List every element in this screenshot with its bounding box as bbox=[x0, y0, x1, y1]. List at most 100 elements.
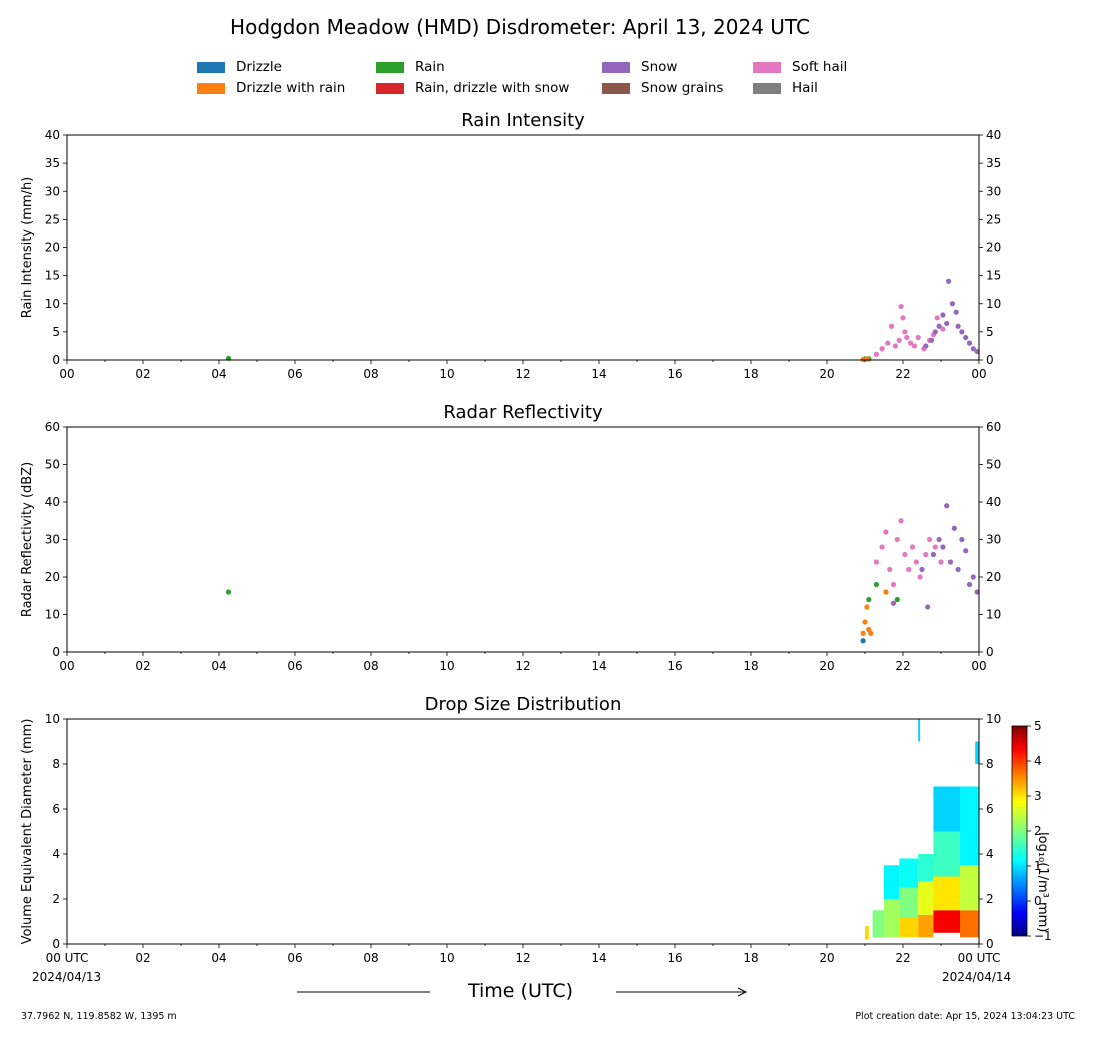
data-point bbox=[860, 630, 866, 636]
legend-label: Drizzle with rain bbox=[236, 80, 346, 96]
y-tick-label-right: 25 bbox=[986, 212, 1001, 226]
y-tick-label-right: 50 bbox=[986, 458, 1001, 472]
data-point bbox=[955, 323, 961, 329]
y-tick-label-right: 4 bbox=[986, 847, 994, 861]
x-tick-label: 00 bbox=[59, 659, 74, 673]
data-point bbox=[862, 619, 868, 625]
plot-data bbox=[865, 719, 979, 940]
x-tick-label: 08 bbox=[363, 951, 378, 965]
data-point bbox=[944, 503, 950, 509]
y-tick-label-right: 60 bbox=[986, 420, 1001, 434]
legend-swatch-snow bbox=[602, 61, 630, 73]
legend-label: Rain bbox=[415, 59, 445, 75]
heatmap-cell bbox=[918, 914, 934, 938]
data-point bbox=[906, 566, 912, 573]
x-tick-label: 12 bbox=[515, 367, 530, 381]
data-point bbox=[927, 536, 933, 543]
data-point bbox=[949, 301, 956, 307]
legend-item-hail: Hail bbox=[753, 80, 818, 96]
y-tick-label: 2 bbox=[52, 892, 60, 906]
axes-frame bbox=[66, 426, 980, 653]
y-tick-label: 50 bbox=[45, 458, 60, 472]
x-tick-label: 16 bbox=[667, 367, 682, 381]
y-tick-label: 0 bbox=[52, 353, 60, 367]
x-axis-label: Time (UTC) bbox=[468, 980, 574, 1002]
legend-label: Drizzle bbox=[236, 59, 282, 75]
colorbar-tick-label: 4 bbox=[1034, 754, 1042, 768]
y-tick-label: 8 bbox=[52, 757, 60, 771]
legend-swatch-snow-grains bbox=[602, 82, 630, 94]
heatmap-cell bbox=[918, 854, 934, 881]
y-axis-label: Rain Intensity (mm/h) bbox=[20, 177, 35, 319]
heatmap-cell bbox=[918, 719, 921, 742]
y-tick-label-right: 2 bbox=[986, 892, 994, 906]
y-tick-label: 15 bbox=[45, 269, 60, 283]
y-tick-label-right: 30 bbox=[986, 184, 1001, 198]
data-point bbox=[873, 581, 880, 588]
y-tick-label-right: 0 bbox=[986, 645, 994, 659]
data-point bbox=[928, 337, 935, 343]
x-tick-label: 20 bbox=[819, 367, 834, 381]
time-arrows bbox=[297, 987, 748, 997]
heatmap-cell bbox=[933, 786, 960, 832]
x-tick-label: 10 bbox=[439, 659, 454, 673]
data-point bbox=[959, 536, 965, 543]
data-point bbox=[930, 551, 937, 558]
data-point bbox=[966, 340, 973, 346]
heatmap-cell bbox=[899, 887, 919, 917]
legend-label: Hail bbox=[792, 80, 818, 96]
colorbar: 5 4 3 2 1 0 −1 bbox=[1011, 719, 1052, 943]
x-tick-label: 00 UTC bbox=[46, 951, 89, 965]
x-tick-label: 08 bbox=[363, 367, 378, 381]
data-point bbox=[890, 600, 897, 606]
x-tick-label: 06 bbox=[287, 659, 302, 673]
y-tick-label-right: 20 bbox=[986, 241, 1001, 255]
x-tick-label: 22 bbox=[895, 951, 910, 965]
x-tick-label: 22 bbox=[895, 659, 910, 673]
y-tick-label: 30 bbox=[45, 184, 60, 198]
x-tick-label: 16 bbox=[667, 951, 682, 965]
x-tick-label: 00 UTC bbox=[958, 951, 1001, 965]
data-point bbox=[890, 581, 897, 588]
station-coordinates: 37.7962 N, 119.8582 W, 1395 m bbox=[21, 1011, 177, 1022]
y-tick-label-right: 15 bbox=[986, 269, 1001, 283]
data-point bbox=[868, 630, 874, 636]
data-point bbox=[887, 566, 893, 573]
y-tick-label: 20 bbox=[45, 570, 60, 584]
legend-label: Soft hail bbox=[792, 59, 848, 75]
x-tick-label: 14 bbox=[591, 659, 606, 673]
data-point bbox=[955, 566, 961, 573]
heatmap-cell bbox=[872, 910, 884, 938]
x-tick-label: 00 bbox=[59, 367, 74, 381]
x-tick-label: 12 bbox=[515, 659, 530, 673]
legend: Drizzle Drizzle with rain Rain Rain, dri… bbox=[190, 57, 890, 101]
data-point bbox=[883, 589, 889, 595]
y-tick-label-right: 6 bbox=[986, 802, 994, 816]
panel-2: Radar Reflectivity Radar Reflectivity (dB… bbox=[20, 402, 1001, 673]
data-point bbox=[974, 589, 980, 595]
heatmap-cell bbox=[918, 881, 934, 915]
data-point bbox=[963, 334, 969, 341]
y-tick-label-right: 20 bbox=[986, 570, 1001, 584]
data-point bbox=[940, 326, 946, 332]
y-axis-label: Volume Equivalent Diameter (mm) bbox=[20, 719, 35, 945]
data-point bbox=[917, 574, 923, 580]
heatmap-cell bbox=[960, 786, 979, 866]
data-point bbox=[913, 559, 919, 565]
x-tick-label: 02 bbox=[135, 659, 150, 673]
heatmap-cell bbox=[960, 865, 979, 911]
legend-item-soft-hail: Soft hail bbox=[753, 59, 847, 75]
data-point bbox=[946, 278, 952, 284]
data-point bbox=[940, 544, 946, 550]
legend-label: Rain, drizzle with snow bbox=[415, 80, 570, 96]
data-point bbox=[959, 329, 965, 335]
plot-data bbox=[225, 503, 980, 644]
y-tick-label: 20 bbox=[45, 241, 60, 255]
heatmap-cell bbox=[960, 910, 979, 938]
heatmap-cell bbox=[899, 858, 919, 888]
colorbar-tick-label: 5 bbox=[1034, 719, 1042, 733]
x-tick-label: 16 bbox=[667, 659, 682, 673]
plot-creation-date: Plot creation date: Apr 15, 2024 13:04:2… bbox=[855, 1011, 1075, 1022]
data-point bbox=[947, 559, 954, 565]
